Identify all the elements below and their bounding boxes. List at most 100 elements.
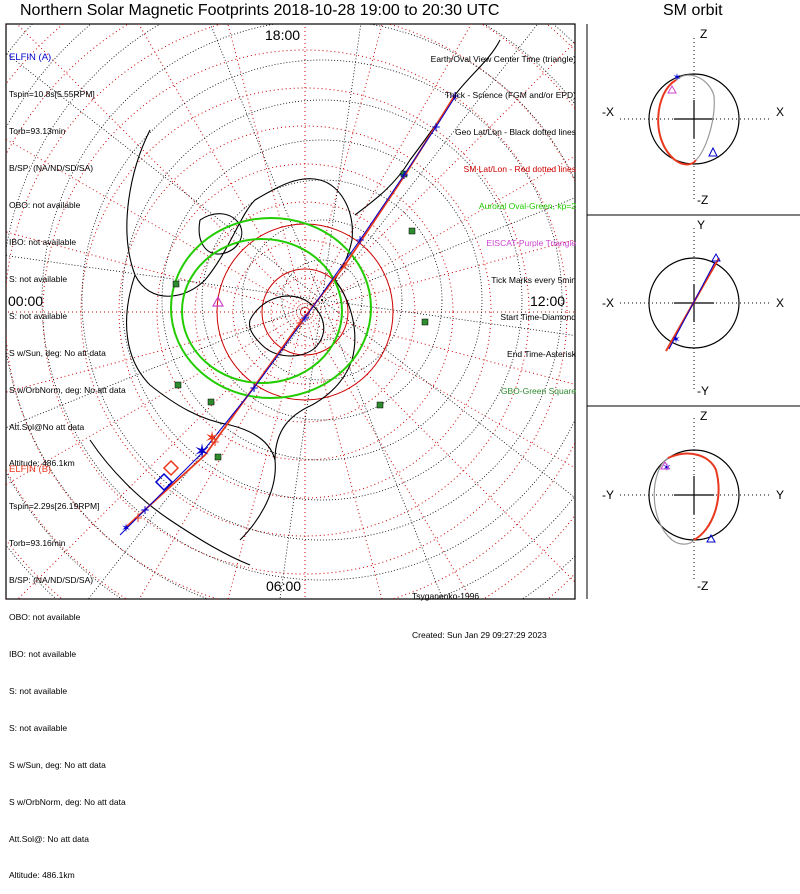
coastline: [126, 129, 353, 297]
legend-item: GBO-Green Square: [500, 385, 576, 396]
elfin-a-line: Tspin=10.8s[5.55RPM]: [9, 89, 95, 100]
sm-lon-line: [304, 311, 575, 469]
geo-lat-circle: [201, 179, 443, 421]
elfin-b-end-asterisk: ✶: [204, 428, 219, 449]
orbit-triangle-b: [660, 460, 670, 470]
sm-lon-line: [16, 24, 306, 313]
elfin-b-line: B/SP: (NA/ND/SD/SA): [9, 575, 94, 586]
elfin-a-line: B/SP: (NA/ND/SD/SA): [9, 163, 94, 174]
geo-lat-circle: [161, 139, 483, 461]
elfin-a-tick: +: [399, 168, 409, 182]
elfin-a-info: ELFIN (A) Tspin=10.8s[5.55RPM] Torb=93.1…: [9, 27, 126, 482]
gbo-station-square: [408, 227, 416, 235]
elfin-b-tick: +: [340, 258, 350, 272]
elfin-b-line: IBO: not available: [9, 649, 77, 660]
sm-lon-line: [6, 138, 306, 313]
orbit2-label-left: -X: [602, 296, 614, 310]
elfin-a-last-tick: +: [450, 89, 460, 103]
geo-lon-line: [210, 24, 323, 301]
mlt-label-right: 12:00: [530, 293, 565, 309]
orbit-triangle-a: [711, 252, 721, 262]
polar-map: ++++++++++✶✶+✶: [6, 24, 575, 599]
credits: Tsyganenko-1996 Created: Sun Jan 29 09:2…: [412, 564, 547, 655]
sm-lon-line: [304, 24, 472, 313]
credits-created: Created: Sun Jan 29 09:27:29 2023: [412, 630, 547, 640]
orbit-panel-xz: ✶ Z -Z -X X: [602, 27, 784, 207]
elfin-a-line: Att.Sol@No att data: [9, 421, 85, 432]
elfin-a-tick: +: [249, 381, 259, 395]
sm-lon-line: [304, 239, 575, 313]
geo-lon-line: [321, 299, 444, 599]
elfin-b-line: S w/Sun, deg: No att data: [9, 759, 106, 770]
orbit1-label-left: -X: [602, 105, 614, 119]
sm-lon-line: [304, 24, 383, 313]
orbit-track-back: [653, 457, 695, 545]
sm-lon-line: [138, 24, 306, 313]
legend-item: SM Lat/Lon - Red dotted lines: [463, 164, 576, 175]
orbit-title: SM orbit: [663, 2, 723, 19]
legend-item: End Time-Asterisk: [507, 348, 576, 359]
orbit2-label-bottom: -Y: [697, 384, 709, 398]
geo-lat-circle: [121, 99, 523, 501]
orbit-track-b: [667, 452, 720, 541]
sm-lon-line: [227, 311, 306, 599]
coastline: [248, 295, 325, 357]
earth-circle: [648, 257, 740, 349]
coastline: [89, 439, 251, 566]
chart-title: Northern Solar Magnetic Footprints 2018-…: [20, 2, 500, 19]
elfin-a-line: S: not available: [9, 310, 68, 321]
orbit-panel-yz: ✶ Z -Z -Y Y: [602, 409, 784, 593]
orbit-triangle-b: [667, 84, 677, 94]
legend-item: Earth/Oval View Center Time (triangle): [430, 53, 576, 64]
geo-lon-line: [6, 52, 323, 301]
geo-lat-circle: [281, 259, 363, 341]
elfin-b-line: Altitude: 486.1km: [9, 870, 75, 881]
geo-lat-circle: [241, 219, 403, 381]
sm-lon-line: [304, 311, 472, 599]
elfin-a-line: IBO: not available: [9, 237, 77, 248]
orbit3-label-left: -Y: [602, 488, 614, 502]
geo-lon-line: [321, 24, 362, 301]
legend-item: Start Time-Diamond: [500, 311, 576, 322]
orbit-track-back: [675, 74, 715, 161]
elfin-b-tick: +: [210, 435, 220, 449]
map-frame: [5, 23, 576, 600]
gbo-station-square: [214, 453, 222, 461]
gbo-station-square: [174, 381, 182, 389]
sm-lon-line: [6, 311, 306, 486]
orbit3-label-bottom: -Z: [697, 579, 708, 593]
elfin-b-start-diamond: [162, 459, 180, 477]
legend-item: Auroral Oval-Green, kp=2: [478, 201, 576, 212]
earth-circle: [648, 73, 740, 165]
orbit-marker-a: ✶: [662, 462, 671, 474]
elfin-a-line: Altitude: 486.1km: [9, 458, 75, 469]
legend-item: Tick Marks every 5min: [491, 274, 576, 285]
orbit1-label-top: Z: [700, 27, 707, 41]
elfin-b-line: Att.Sol@: No att data: [9, 833, 89, 844]
credits-author: Tsyganenko-1996: [412, 591, 480, 601]
legend-item: EISCAT-Purple Triangle: [486, 238, 576, 249]
sm-lon-line: [304, 311, 383, 599]
elfin-a-tick: +: [355, 233, 365, 247]
auroral-oval-outer: [170, 217, 372, 399]
elfin-a-tick: +: [300, 311, 310, 325]
orbit-panel-xy: ✶ Y -Y -X X: [602, 218, 784, 398]
orbit-marker-a: ✶: [671, 334, 680, 346]
sm-lon-line: [304, 41, 575, 313]
elfin-b-info: ELFIN (B) Tspin=2.29s[26.19RPM] Torb=93.…: [9, 439, 126, 894]
gbo-station-square: [421, 318, 429, 326]
elfin-b-line: OBO: not available: [9, 612, 81, 623]
coastline: [126, 274, 276, 461]
elfin-b-line: S: not available: [9, 685, 68, 696]
sm-lon-line: [138, 311, 306, 599]
geo-lon-line: [321, 24, 539, 301]
sm-lat-circle: [118, 125, 492, 499]
sm-lon-line: [17, 311, 306, 599]
elfin-a-first-tick: ✶: [121, 521, 131, 535]
elfin-a-header: ELFIN (A): [9, 51, 52, 63]
elfin-a-line: S: not available: [9, 273, 68, 284]
elfin-a-line: S w/OrbNorm, deg: No att data: [9, 384, 126, 395]
elfin-a-end-asterisk: ✶: [194, 439, 211, 463]
orbit-track-b: [657, 79, 697, 166]
figure-canvas: ++++++++++✶✶+✶ 18:00 00:00 12:00 06:00 ✶…: [5, 23, 800, 600]
